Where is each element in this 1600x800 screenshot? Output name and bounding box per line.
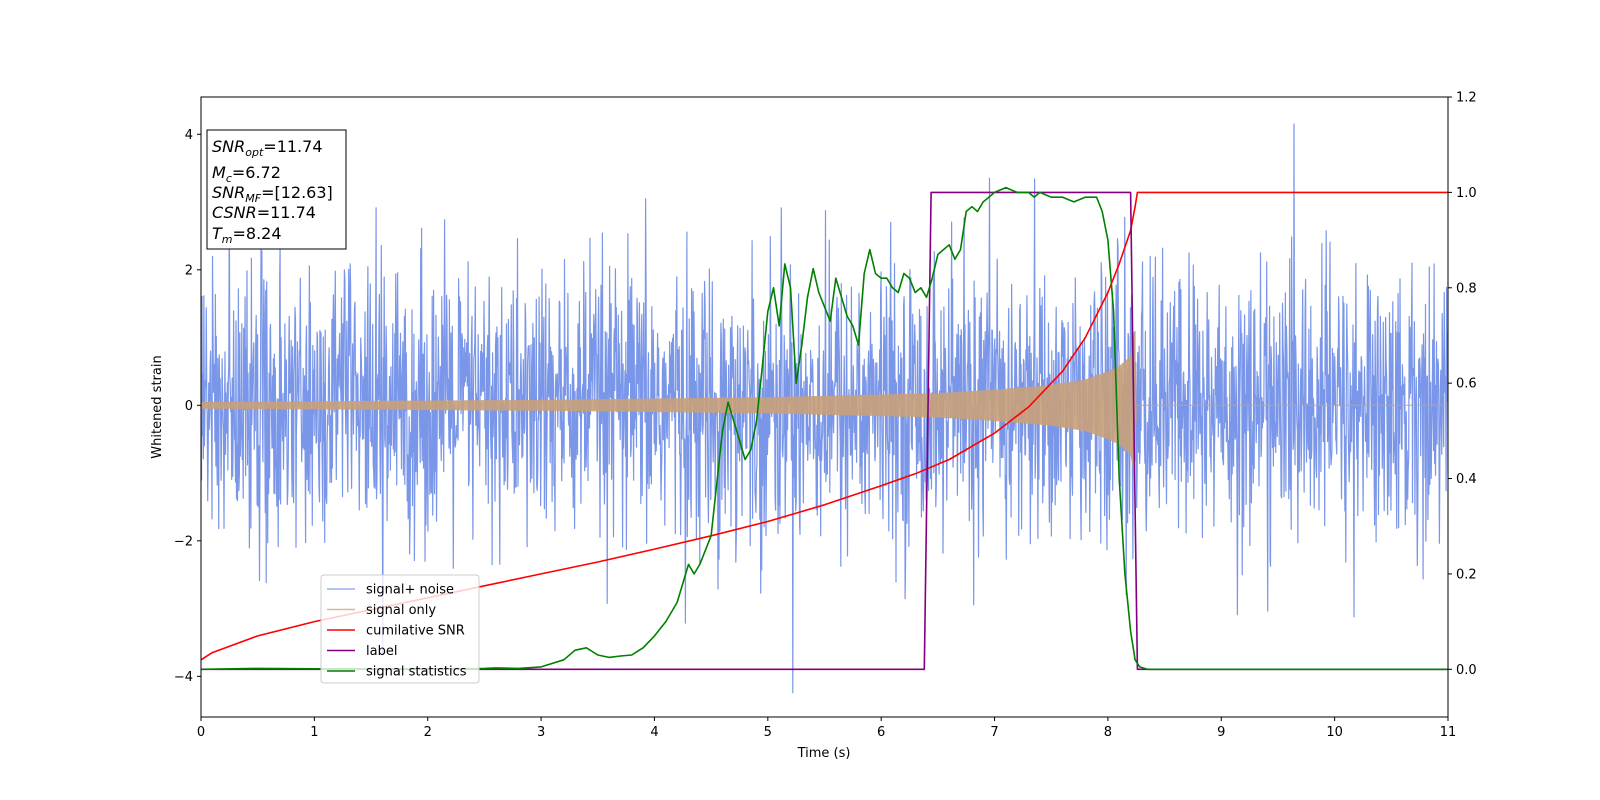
- info-snr-mf-value: =[12.63]: [261, 183, 333, 202]
- info-tm-sub: m: [222, 233, 233, 246]
- left-y-tick-label: 2: [185, 263, 193, 278]
- left-y-axis-ticks: 4 2 0 −2 −4: [174, 128, 201, 685]
- x-tick-label: 3: [537, 725, 545, 740]
- info-box-frame: [206, 129, 347, 250]
- info-mc-value: =6.72: [232, 163, 281, 182]
- info-tm-value: =8.24: [233, 224, 282, 243]
- info-snr-opt-value: =11.74: [263, 137, 322, 156]
- info-snr-mf: SNRMF=[12.63]: [212, 183, 333, 205]
- x-tick-label: 6: [877, 725, 885, 740]
- legend-label: signal statistics: [366, 665, 467, 680]
- info-csnr-main: CSNR: [212, 203, 257, 222]
- right-y-tick-label: 0.8: [1456, 281, 1477, 296]
- info-snr-mf-sub: MF: [245, 192, 261, 205]
- info-snr-opt-sub: opt: [245, 146, 264, 159]
- right-y-tick-label: 1.0: [1456, 186, 1477, 201]
- left-y-axis-title: Whitened strain: [150, 355, 165, 458]
- legend-label: cumilative SNR: [366, 624, 465, 639]
- x-tick-label: 1: [310, 725, 318, 740]
- legend-label: signal+ noise: [366, 583, 454, 598]
- x-tick-label: 7: [990, 725, 998, 740]
- legend-item-signal-statistics: signal statistics: [327, 665, 467, 680]
- x-tick-label: 11: [1440, 725, 1457, 740]
- info-box: SNRopt=11.74 Mc=6.72 SNRMF=[12.63] CSNR=…: [206, 129, 347, 250]
- x-axis-title: Time (s): [797, 746, 851, 761]
- legend-items: signal+ noise signal only cumilative SNR la…: [327, 583, 467, 680]
- x-tick-label: 4: [650, 725, 658, 740]
- x-tick-label: 10: [1326, 725, 1343, 740]
- x-tick-label: 2: [424, 725, 432, 740]
- right-y-axis-ticks: 1.2 1.0 0.8 0.6 0.4 0.2 0.0: [1448, 91, 1477, 678]
- right-y-tick-label: 1.2: [1456, 91, 1477, 106]
- info-snr-mf-main: SNR: [212, 183, 245, 202]
- info-snr-opt: SNRopt=11.74: [212, 137, 323, 159]
- legend-label: signal only: [366, 603, 436, 618]
- legend-label: label: [366, 644, 397, 659]
- legend-item-signal-plus-noise: signal+ noise: [327, 583, 454, 598]
- info-csnr-value: =11.74: [257, 203, 316, 222]
- signal-only-line: [201, 330, 1448, 479]
- x-tick-label: 8: [1104, 725, 1112, 740]
- info-mc-sub: c: [226, 172, 232, 185]
- right-y-tick-label: 0.6: [1456, 377, 1477, 392]
- signal-statistics-line: [201, 186, 1448, 671]
- plot-frame: [200, 96, 1449, 718]
- info-snr-opt-main: SNR: [212, 137, 245, 156]
- legend-item-cumulative-snr: cumilative SNR: [327, 624, 465, 639]
- legend: signal+ noise signal only cumilative SNR la…: [320, 574, 480, 684]
- info-tm-main: T: [212, 224, 223, 243]
- signal-plus-noise-line: [201, 123, 1448, 694]
- info-tm: Tm=8.24: [212, 224, 282, 246]
- right-y-tick-label: 0.2: [1456, 567, 1477, 582]
- x-tick-label: 0: [197, 725, 205, 740]
- left-y-tick-label: 4: [185, 128, 193, 143]
- x-tick-label: 9: [1217, 725, 1225, 740]
- legend-frame: [320, 574, 480, 684]
- info-csnr: CSNR=11.74: [212, 203, 316, 222]
- legend-item-signal-only: signal only: [327, 603, 436, 618]
- info-mc-main: M: [212, 163, 226, 182]
- right-y-tick-label: 0.0: [1456, 663, 1477, 678]
- left-y-tick-label: 0: [185, 399, 193, 414]
- right-y-tick-label: 0.4: [1456, 472, 1477, 487]
- left-y-tick-label: −4: [174, 670, 193, 685]
- left-y-tick-label: −2: [174, 534, 193, 549]
- info-mc: Mc=6.72: [212, 163, 281, 185]
- x-axis-ticks: 0 1 2 3 4 5 6 7 8 9 10 11: [197, 717, 1456, 740]
- legend-item-label: label: [327, 644, 397, 659]
- x-tick-label: 5: [764, 725, 772, 740]
